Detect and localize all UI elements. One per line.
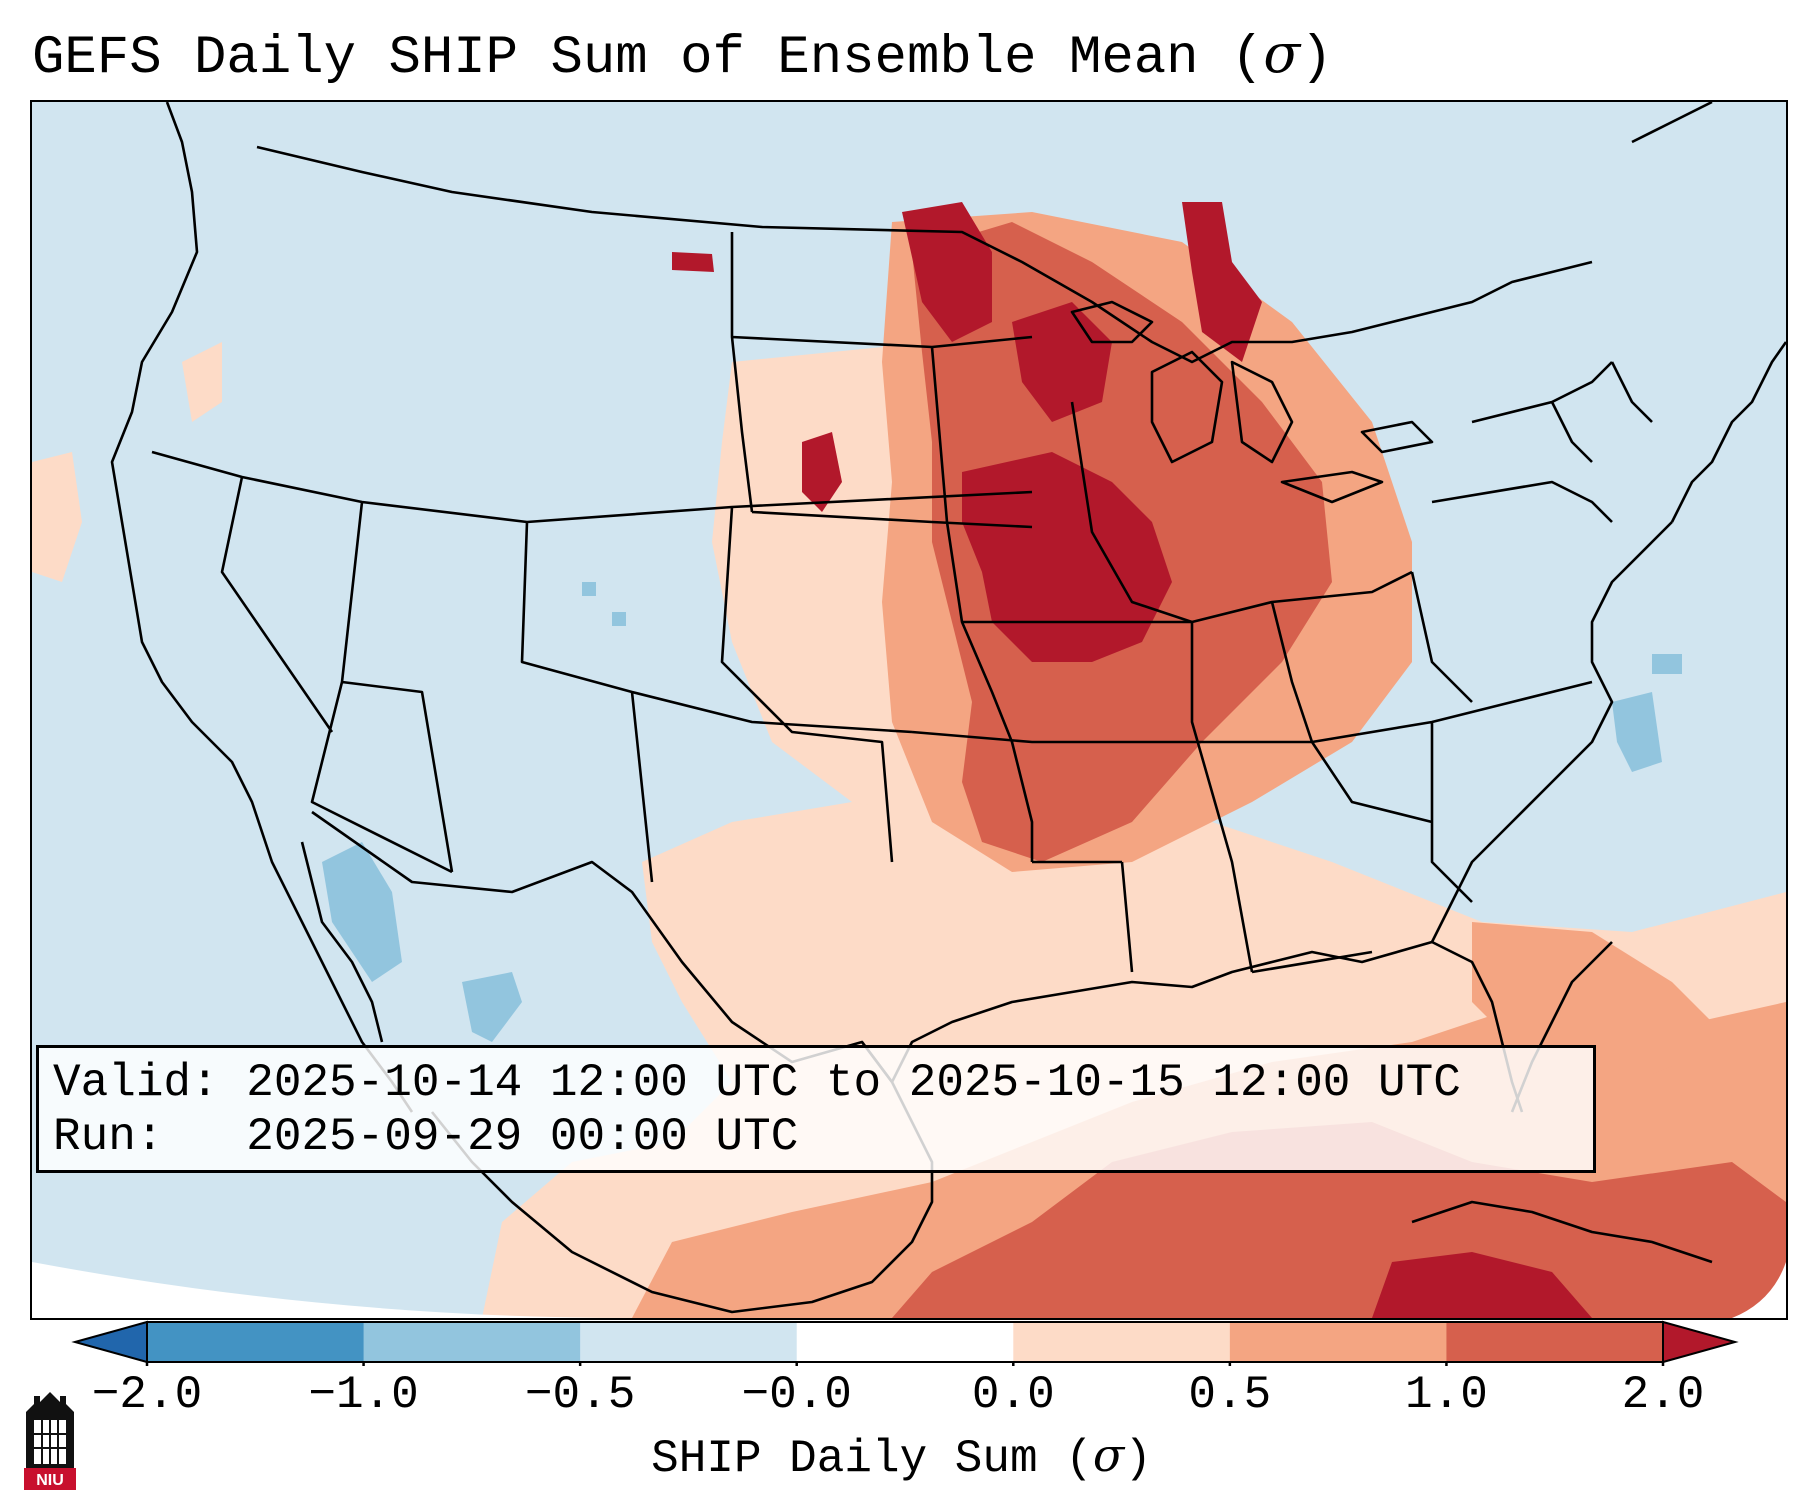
colorbar-segment xyxy=(796,1322,1014,1362)
cuba-outline xyxy=(1411,1200,1713,1264)
anomaly-region-mexico xyxy=(462,972,522,1042)
domain-edge xyxy=(32,1262,632,1318)
state-borders-central xyxy=(730,232,1254,973)
anomaly-region-atlantic-mid xyxy=(1472,922,1732,1082)
anomaly-region-westcoast xyxy=(32,452,82,582)
anomaly-cell-atlantic xyxy=(1652,654,1682,674)
canada-coastline xyxy=(1631,102,1713,144)
baja-coastline xyxy=(300,841,384,1043)
anomaly-region-pacnw xyxy=(182,342,222,422)
colorbar-tick-label: 1.0 xyxy=(1405,1369,1488,1421)
run-time-text: Run: 2025-09-29 00:00 UTC xyxy=(53,1111,799,1163)
colorbar-segment xyxy=(363,1322,581,1362)
colorbar-extension-low xyxy=(71,1320,148,1364)
anomaly-region-atlantic-neg xyxy=(1612,692,1662,772)
colorbar-tick-label: −2.0 xyxy=(91,1369,203,1421)
validity-info-box: Valid: 2025-10-14 12:00 UTC to 2025-10-1… xyxy=(36,1045,1596,1173)
west-coastline xyxy=(110,102,414,1113)
anomaly-core-wisconsin xyxy=(1012,302,1112,422)
anomaly-cell-colorado xyxy=(612,612,626,626)
anomaly-core-ontario xyxy=(1182,202,1262,362)
colorbar-segment xyxy=(1013,1322,1231,1362)
colorbar-tick-label: −1.0 xyxy=(308,1369,419,1421)
gulf-coastline xyxy=(890,940,1524,1113)
anomaly-cell-nevada xyxy=(582,582,596,596)
colorbar-label: SHIP Daily Sum (σ) xyxy=(651,1428,1152,1485)
anomaly-core-caribbean xyxy=(1372,1252,1592,1318)
colorbar-tick-label: −0.0 xyxy=(741,1369,852,1421)
anomaly-core-iowa-illinois xyxy=(962,452,1172,662)
colorbar-extension-high xyxy=(1662,1320,1739,1364)
valid-time-text: Valid: 2025-10-14 12:00 UTC to 2025-10-1… xyxy=(53,1057,1461,1109)
state-borders-northeast xyxy=(1431,361,1653,523)
colorbar-tick-label: 2.0 xyxy=(1621,1369,1705,1421)
colorbar-tick-label: −0.5 xyxy=(524,1369,636,1421)
northeast-coastline xyxy=(1670,341,1786,523)
colorbar-segment xyxy=(1229,1322,1447,1362)
colorbar-tick-label: 0.0 xyxy=(971,1369,1055,1421)
map-title: GEFS Daily SHIP Sum of Ensemble Mean (σ) xyxy=(32,22,1333,89)
colorbar-outline xyxy=(146,1321,1664,1363)
great-lakes xyxy=(1070,300,1434,504)
svg-text:NIU: NIU xyxy=(36,1472,64,1489)
anomaly-core-montana xyxy=(672,252,714,272)
us-canada-border xyxy=(256,145,1593,364)
colorbar-segment xyxy=(1446,1322,1664,1362)
domain-edge-right xyxy=(1732,1262,1786,1318)
colorbar-segment xyxy=(147,1322,365,1362)
colorbar-tick-label: 0.5 xyxy=(1188,1369,1272,1421)
state-borders-east xyxy=(1070,401,1593,974)
anomaly-region-baja xyxy=(322,842,402,982)
florida-coastline xyxy=(1430,521,1673,943)
colorbar-segment xyxy=(580,1322,798,1362)
niu-logo: NIU xyxy=(24,1392,76,1490)
state-borders-west xyxy=(151,450,1033,883)
colorbar xyxy=(71,1320,1739,1366)
anomaly-core-south-dakota xyxy=(802,432,842,512)
